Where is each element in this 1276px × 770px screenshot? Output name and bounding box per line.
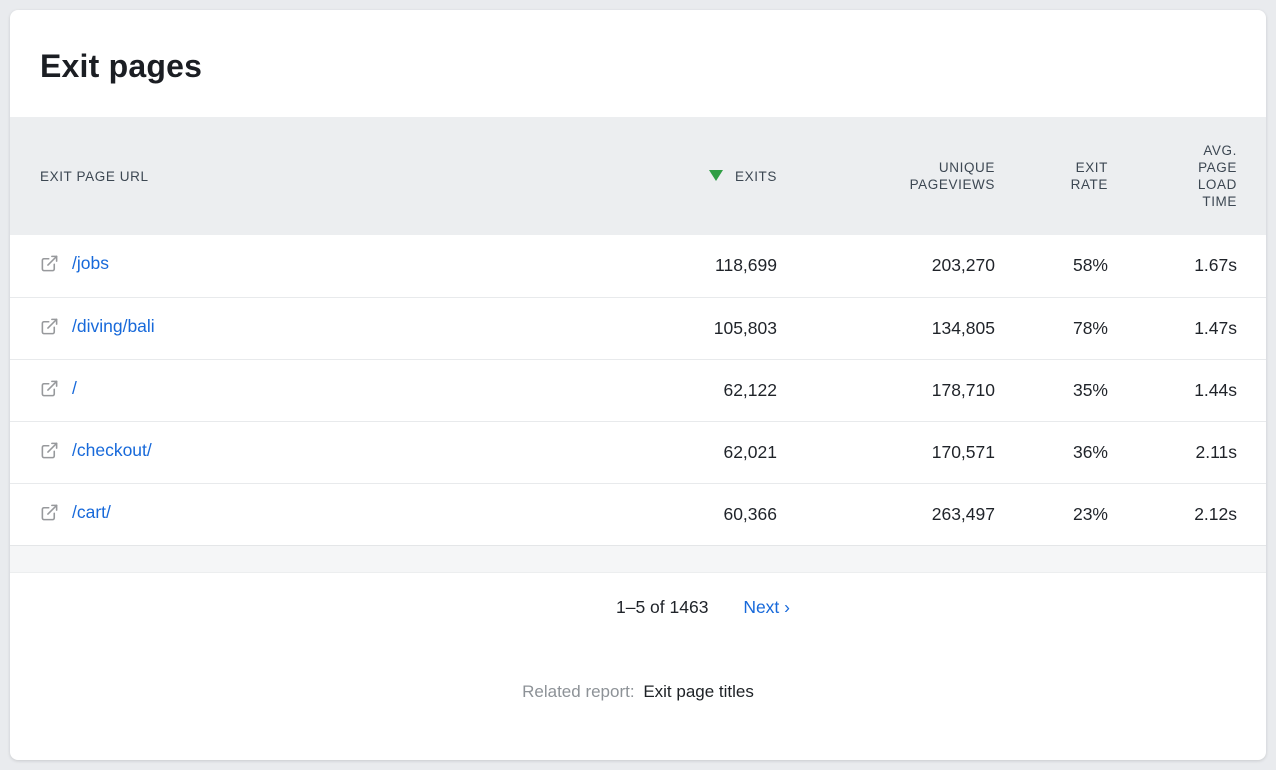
related-report: Related report: Exit page titles [10,682,1266,702]
external-link-icon[interactable] [40,503,59,522]
exits-value: 62,021 [607,420,777,483]
avg-page-load-time-value: 1.67s [1108,235,1266,297]
table-header-row: EXIT PAGE URL EXITS UNIQUE PAGEVIEWS EXI… [10,117,1266,235]
column-header-label: EXIT RATE [1070,160,1108,192]
exit-pages-card: Exit pages EXIT PAGE URL EXITS UNIQUE PA… [10,10,1266,760]
related-report-link[interactable]: Exit page titles [643,682,754,701]
exit-page-url-cell: /checkout/ [10,420,607,483]
exits-value: 105,803 [607,296,777,359]
unique-pageviews-value: 203,270 [777,235,995,297]
unique-pageviews-value: 263,497 [777,482,995,545]
avg-page-load-time-value: 2.12s [1108,482,1266,545]
unique-pageviews-value: 178,710 [777,358,995,421]
exit-rate-value: 35% [995,358,1108,421]
exits-value: 118,699 [607,235,777,297]
exit-page-url-text: / [72,377,77,398]
next-page-link[interactable]: Next › [743,597,790,617]
exits-value: 62,122 [607,358,777,421]
column-header-label: UNIQUE PAGEVIEWS [909,160,995,192]
exit-page-url-text: /cart/ [72,501,111,522]
related-report-label: Related report: [522,682,635,701]
exit-page-url-link[interactable]: /diving/bali [40,316,155,337]
avg-page-load-time-value: 1.44s [1108,358,1266,421]
avg-page-load-time-value: 2.11s [1108,420,1266,483]
external-link-icon[interactable] [40,441,59,460]
exit-rate-value: 78% [995,296,1108,359]
unique-pageviews-value: 134,805 [777,296,995,359]
exit-page-url-cell: /jobs [10,235,607,297]
table-row: /diving/bali 105,803 134,805 78% 1.47s [10,296,1266,359]
exit-page-url-text: /checkout/ [72,439,152,460]
table-footer-strip [10,545,1266,573]
column-header-label: EXIT PAGE URL [40,168,149,184]
exit-page-url-link[interactable]: /checkout/ [40,440,152,461]
exit-rate-value: 23% [995,482,1108,545]
table-row: /checkout/ 62,021 170,571 36% 2.11s [10,420,1266,483]
external-link-icon[interactable] [40,379,59,398]
exit-page-url-cell: /diving/bali [10,296,607,359]
exit-pages-table: EXIT PAGE URL EXITS UNIQUE PAGEVIEWS EXI… [10,117,1266,545]
column-header-label: EXITS [734,168,777,184]
pagination: 1–5 of 1463 Next › [10,573,1266,618]
exit-rate-value: 36% [995,420,1108,483]
exit-page-url-link[interactable]: /jobs [40,253,109,274]
column-header-avg-page-load-time[interactable]: AVG. PAGE LOAD TIME [1108,117,1266,235]
table-row: /jobs 118,699 203,270 58% 1.67s [10,235,1266,297]
pagination-range: 1–5 of 1463 [615,597,709,617]
exits-value: 60,366 [607,482,777,545]
sort-desc-icon [708,169,723,181]
exit-page-url-text: /diving/bali [72,315,155,336]
column-header-label: AVG. PAGE LOAD TIME [1197,143,1237,209]
table-row: / 62,122 178,710 35% 1.44s [10,358,1266,421]
exit-page-url-link[interactable]: / [40,378,77,399]
external-link-icon[interactable] [40,254,59,273]
exit-page-url-link[interactable]: /cart/ [40,502,111,523]
column-header-unique-pageviews[interactable]: UNIQUE PAGEVIEWS [777,117,995,235]
exit-page-url-cell: / [10,358,607,421]
exit-page-url-cell: /cart/ [10,482,607,545]
page-title: Exit pages [40,48,203,84]
avg-page-load-time-value: 1.47s [1108,296,1266,359]
exit-rate-value: 58% [995,235,1108,297]
column-header-exits[interactable]: EXITS [607,117,777,235]
unique-pageviews-value: 170,571 [777,420,995,483]
column-header-exit-rate[interactable]: EXIT RATE [995,117,1108,235]
table-row: /cart/ 60,366 263,497 23% 2.12s [10,482,1266,545]
external-link-icon[interactable] [40,317,59,336]
card-header: Exit pages [10,10,1266,117]
column-header-exit-page-url[interactable]: EXIT PAGE URL [10,117,607,235]
pagination-inner: 1–5 of 1463 Next › [616,597,790,618]
exit-page-url-text: /jobs [72,253,109,274]
